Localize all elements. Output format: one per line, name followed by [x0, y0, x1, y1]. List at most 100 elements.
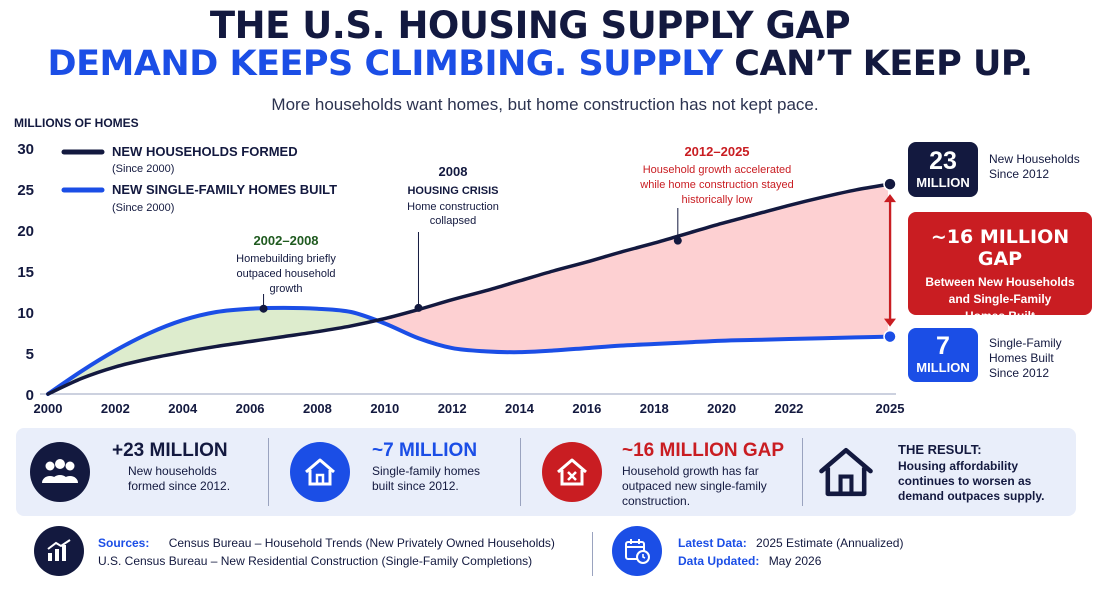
stat-households-head: +23 MILLION	[112, 440, 228, 461]
x-tick-label: 2002	[101, 401, 130, 416]
homes-callout: 7 MILLION	[908, 328, 978, 382]
footer-divider	[592, 532, 593, 576]
people-icon	[30, 442, 90, 502]
gap-callout: ~16 MILLION GAP Between New Households a…	[908, 212, 1092, 323]
divider	[520, 438, 521, 506]
stat-gap: ~16 MILLION GAP Household growth has far…	[542, 428, 792, 516]
gap-line1: Between New Households	[925, 275, 1075, 289]
x-tick-label: 2025	[876, 401, 905, 416]
legend-households-note: (Since 2000)	[112, 163, 174, 175]
x-tick-label: 2022	[774, 401, 803, 416]
source2: U.S. Census Bureau – New Residential Con…	[98, 554, 533, 568]
gap-arrow-head-top	[884, 194, 896, 203]
annotation-late-marker	[673, 236, 682, 245]
homes-label-line3: Since 2012	[989, 366, 1050, 380]
x-tick-label: 2020	[707, 401, 736, 416]
y-tick-label: 30	[17, 141, 34, 158]
stat-homes-line2: built since 2012.	[372, 479, 459, 493]
households-label: New Households Since 2012	[989, 152, 1080, 182]
stat-result-line2: continues to worsen as	[898, 474, 1032, 488]
gap-area	[376, 184, 888, 353]
y-tick-label: 5	[26, 346, 34, 363]
annotation-late-title: 2012–2025	[684, 144, 749, 159]
x-tick-label: 2012	[438, 401, 467, 416]
households-endpoint	[883, 177, 897, 191]
stat-households-body: New households formed since 2012.	[128, 464, 230, 494]
y-tick-label: 0	[26, 387, 34, 404]
x-tick-label: 2000	[34, 401, 63, 416]
stat-households-line2: formed since 2012.	[128, 479, 231, 493]
stat-result-head: THE RESULT:	[898, 442, 982, 457]
y-tick-label: 15	[17, 264, 34, 281]
households-unit: MILLION	[916, 175, 970, 190]
annotation-crisis-text: Home construction	[407, 201, 499, 213]
annotation-late-text: Household growth accelerated	[643, 164, 792, 176]
latest-value: 2025 Estimate (Annualized)	[756, 536, 904, 550]
y-tick-label: 25	[17, 182, 34, 199]
x-tick-label: 2016	[572, 401, 601, 416]
calendar-clock-icon	[612, 526, 662, 576]
subtitle: More households want homes, but home con…	[271, 95, 819, 114]
latest-label: Latest Data:	[678, 536, 747, 550]
homes-unit: MILLION	[916, 360, 970, 375]
source1: Census Bureau – Household Trends (New Pr…	[168, 536, 555, 550]
latest-data: Latest Data: 2025 Estimate (Annualized)	[678, 534, 903, 552]
homes-label-line1: Single-Family	[989, 336, 1062, 350]
house-icon	[290, 442, 350, 502]
annotation-early-text: Homebuilding briefly	[236, 253, 336, 265]
households-callout: 23 MILLION	[908, 142, 978, 197]
annotation-crisis-text: collapsed	[430, 215, 476, 227]
annotation-early-text: outpaced household	[236, 268, 335, 280]
updated-label: Data Updated:	[678, 554, 760, 568]
homes-label-line2: Homes Built	[989, 351, 1054, 365]
households-value: 23	[929, 147, 957, 175]
annotation-early-marker	[259, 304, 268, 313]
headline-navy-part: CAN’T KEEP UP.	[734, 44, 1033, 84]
stat-homes-head: ~7 MILLION	[372, 440, 478, 461]
stat-result-body: Housing affordability continues to worse…	[898, 459, 1044, 504]
annotation-crisis-subtitle: HOUSING CRISIS	[407, 185, 498, 197]
stat-households: +23 MILLION New households formed since …	[30, 428, 270, 516]
main-title: THE U.S. HOUSING SUPPLY GAP	[209, 4, 851, 47]
annotation-crisis-marker	[414, 303, 423, 312]
legend-homes-note: (Since 2000)	[112, 202, 174, 214]
gap-line2: and Single-Family	[948, 292, 1052, 306]
annotation-late-text: while home construction stayed	[639, 179, 793, 191]
stat-gap-line2: outpaced new single-family	[622, 479, 767, 493]
annotation-crisis-title: 2008	[439, 164, 468, 179]
annotation-early-title: 2002–2008	[253, 233, 318, 248]
y-tick-label: 20	[17, 223, 34, 240]
stat-households-line1: New households	[128, 464, 217, 478]
homes-label: Single-Family Homes Built Since 2012	[989, 336, 1062, 381]
x-tick-label: 2018	[640, 401, 669, 416]
stat-result: THE RESULT: Housing affordability contin…	[816, 428, 1066, 516]
x-tick-label: 2010	[370, 401, 399, 416]
gap-line3: Homes Built	[964, 309, 1035, 323]
footer: Sources: Census Bureau – Household Trend…	[0, 522, 1100, 600]
y-axis-label: MILLIONS OF HOMES	[14, 116, 139, 130]
sources-line1: Sources: Census Bureau – Household Trend…	[98, 534, 555, 552]
divider	[802, 438, 803, 506]
stats-panel: +23 MILLION New households formed since …	[16, 428, 1076, 516]
sources-label: Sources:	[98, 536, 150, 550]
data-updated: Data Updated: May 2026	[678, 552, 821, 570]
x-tick-label: 2006	[236, 401, 265, 416]
annotation-early-text: growth	[269, 283, 302, 295]
headline-blue-part: DEMAND KEEPS CLIMBING. SUPPLY	[47, 44, 724, 84]
stat-result-line3: demand outpaces supply.	[898, 489, 1045, 503]
series-line-single-family	[46, 305, 892, 396]
stat-result-line1: Housing affordability	[898, 459, 1018, 473]
x-tick-label: 2008	[303, 401, 332, 416]
homes-value: 7	[936, 332, 950, 360]
households-label-line2: Since 2012	[989, 167, 1050, 181]
stat-homes: ~7 MILLION Single-family homes built sin…	[290, 428, 510, 516]
stat-homes-line1: Single-family homes	[372, 464, 481, 478]
series-line-households	[46, 182, 892, 396]
stat-gap-line3: construction.	[622, 494, 691, 508]
stat-gap-body: Household growth has far outpaced new si…	[622, 464, 767, 509]
legend-households-label: NEW HOUSEHOLDS FORMED	[112, 144, 298, 159]
x-tick-label: 2014	[505, 401, 535, 416]
main-subtitle-headline: DEMAND KEEPS CLIMBING. SUPPLY CAN’T KEEP…	[0, 44, 1080, 84]
households-label-line1: New Households	[989, 152, 1080, 166]
